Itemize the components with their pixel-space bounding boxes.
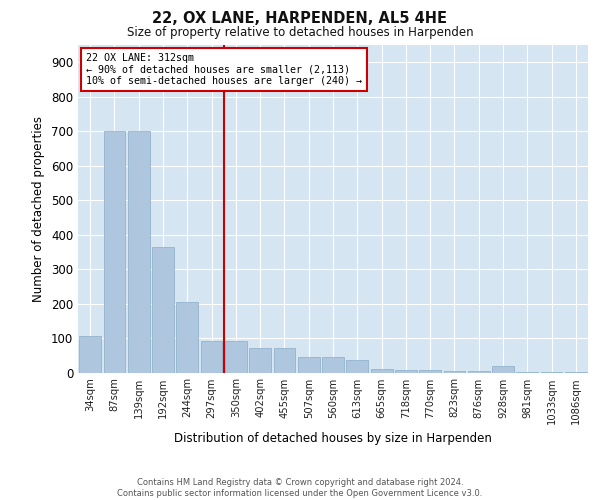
- Text: 22 OX LANE: 312sqm
← 90% of detached houses are smaller (2,113)
10% of semi-deta: 22 OX LANE: 312sqm ← 90% of detached hou…: [86, 53, 362, 86]
- Bar: [419, 370, 441, 372]
- Bar: [200, 342, 223, 372]
- Text: Contains HM Land Registry data © Crown copyright and database right 2024.
Contai: Contains HM Land Registry data © Crown c…: [118, 478, 482, 498]
- Bar: [346, 360, 368, 372]
- Bar: [225, 342, 247, 372]
- X-axis label: Distribution of detached houses by size in Harpenden: Distribution of detached houses by size …: [174, 432, 492, 445]
- Y-axis label: Number of detached properties: Number of detached properties: [32, 116, 46, 302]
- Bar: [274, 348, 295, 372]
- Bar: [176, 302, 198, 372]
- Bar: [104, 131, 125, 372]
- Bar: [249, 348, 271, 372]
- Bar: [128, 131, 149, 372]
- Text: Size of property relative to detached houses in Harpenden: Size of property relative to detached ho…: [127, 26, 473, 39]
- Bar: [492, 366, 514, 372]
- Bar: [152, 246, 174, 372]
- Bar: [371, 369, 392, 372]
- Bar: [79, 336, 101, 372]
- Bar: [322, 357, 344, 372]
- Bar: [395, 370, 417, 372]
- Text: 22, OX LANE, HARPENDEN, AL5 4HE: 22, OX LANE, HARPENDEN, AL5 4HE: [152, 11, 448, 26]
- Bar: [298, 357, 320, 372]
